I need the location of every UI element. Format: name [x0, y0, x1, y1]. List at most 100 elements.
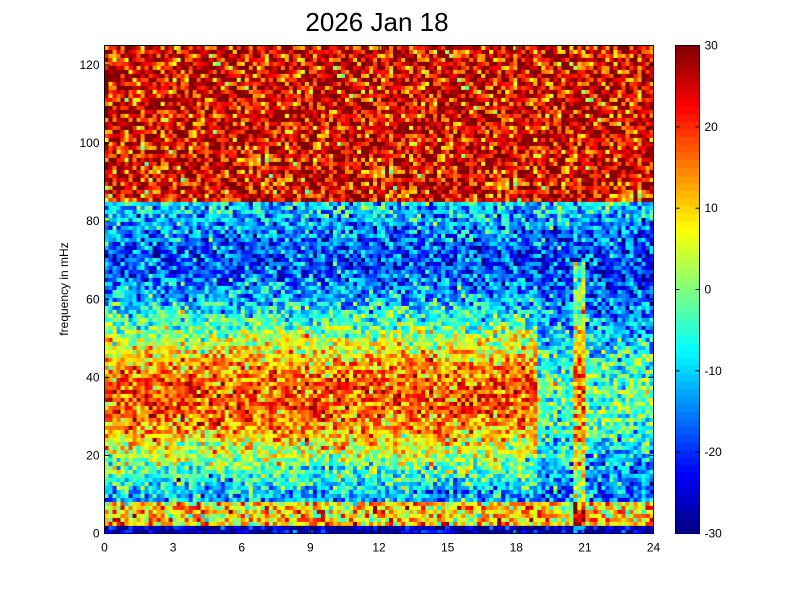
heatmap-cell	[228, 117, 234, 122]
heatmap-cell	[168, 409, 174, 414]
heatmap-cell	[196, 149, 202, 154]
heatmap-cell	[244, 117, 250, 122]
heatmap-cell	[140, 49, 145, 54]
heatmap-cell	[160, 77, 166, 82]
heatmap-cell	[140, 357, 145, 362]
heatmap-cell	[208, 229, 214, 234]
heatmap-cell	[220, 449, 226, 454]
heatmap-cell	[180, 297, 186, 302]
heatmap-cell	[212, 341, 218, 346]
heatmap-cell	[168, 217, 174, 222]
heatmap-cell	[240, 521, 246, 526]
heatmap-cell	[208, 257, 214, 262]
heatmap-cell	[192, 317, 198, 322]
heatmap-cell	[224, 197, 230, 202]
heatmap-cell	[156, 489, 161, 494]
heatmap-cell	[228, 61, 234, 66]
heatmap-cell	[152, 261, 157, 266]
heatmap-cell	[180, 133, 186, 138]
heatmap-cell	[188, 249, 194, 254]
heatmap-cell	[196, 321, 202, 326]
heatmap-cell	[236, 93, 242, 98]
heatmap-cell	[116, 197, 121, 202]
heatmap-cell	[252, 525, 258, 530]
heatmap-cell	[248, 317, 254, 322]
heatmap-cell	[116, 497, 121, 502]
heatmap-cell	[248, 509, 254, 514]
heatmap-cell	[108, 209, 113, 214]
heatmap-cell	[164, 525, 170, 530]
heatmap-cell	[136, 505, 141, 510]
heatmap-cell	[108, 297, 113, 302]
heatmap-cell	[172, 229, 178, 234]
heatmap-cell	[256, 469, 262, 474]
heatmap-cell	[252, 529, 258, 534]
heatmap-cell	[148, 73, 153, 78]
heatmap-cell	[128, 149, 133, 154]
heatmap-cell	[260, 133, 266, 138]
heatmap-cell	[112, 357, 117, 362]
heatmap-cell	[192, 261, 198, 266]
heatmap-cell	[200, 481, 206, 486]
heatmap-cell	[224, 177, 230, 182]
heatmap-cell	[148, 457, 153, 462]
heatmap-cell	[184, 457, 190, 462]
heatmap-cell	[188, 137, 194, 142]
heatmap-cell	[212, 445, 218, 450]
heatmap-cell	[132, 369, 137, 374]
heatmap-cell	[168, 173, 174, 178]
heatmap-cell	[148, 133, 153, 138]
heatmap-cell	[216, 145, 222, 150]
heatmap-cell	[204, 397, 210, 402]
heatmap-cell	[148, 385, 153, 390]
heatmap-cell	[204, 249, 210, 254]
heatmap-cell	[192, 297, 198, 302]
heatmap-cell	[128, 465, 133, 470]
heatmap-cell	[156, 353, 161, 358]
heatmap-cell	[224, 181, 230, 186]
heatmap-cell	[128, 513, 133, 518]
heatmap-cell	[264, 193, 270, 198]
heatmap-cell	[156, 333, 161, 338]
heatmap-cell	[164, 381, 170, 386]
heatmap-cell	[120, 365, 125, 370]
heatmap-cell	[224, 97, 230, 102]
heatmap-cell	[248, 81, 254, 86]
heatmap-cell	[256, 269, 262, 274]
heatmap-cell	[220, 401, 226, 406]
heatmap-cell	[208, 45, 214, 50]
heatmap-cell	[196, 69, 202, 74]
heatmap-cell	[124, 345, 129, 350]
heatmap-cell	[168, 353, 174, 358]
heatmap-cell	[260, 505, 266, 510]
heatmap-cell	[224, 293, 230, 298]
heatmap-cell	[192, 273, 198, 278]
heatmap-cell	[140, 245, 145, 250]
heatmap-cell	[212, 317, 218, 322]
heatmap-cell	[204, 133, 210, 138]
heatmap-cell	[256, 209, 262, 214]
heatmap-cell	[228, 113, 234, 118]
heatmap-cell	[156, 373, 161, 378]
heatmap-cell	[136, 245, 141, 250]
heatmap-cell	[188, 245, 194, 250]
heatmap-cell	[104, 525, 109, 530]
heatmap-cell	[136, 81, 141, 86]
heatmap-cell	[264, 101, 270, 106]
heatmap-cell	[164, 297, 170, 302]
heatmap-cell	[256, 405, 262, 410]
heatmap-cell	[144, 169, 149, 174]
heatmap-cell	[136, 345, 141, 350]
heatmap-cell	[112, 449, 117, 454]
heatmap-cell	[252, 277, 258, 282]
heatmap-cell	[212, 509, 218, 514]
heatmap-cell	[120, 285, 125, 290]
heatmap-cell	[232, 101, 238, 106]
heatmap-cell	[188, 453, 194, 458]
heatmap-cell	[116, 121, 121, 126]
heatmap-cell	[152, 445, 157, 450]
heatmap-cell	[200, 253, 206, 258]
heatmap-cell	[120, 97, 125, 102]
heatmap-cell	[160, 365, 166, 370]
heatmap-cell	[256, 509, 262, 514]
